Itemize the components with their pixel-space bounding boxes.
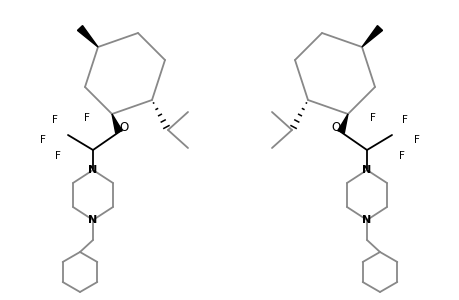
Text: F: F (401, 115, 407, 125)
Text: N: N (362, 215, 371, 225)
Polygon shape (112, 114, 122, 133)
Text: F: F (52, 115, 58, 125)
Text: F: F (55, 151, 61, 161)
Text: O: O (119, 121, 129, 134)
Text: F: F (40, 135, 46, 145)
Text: N: N (88, 165, 97, 175)
Text: F: F (413, 135, 419, 145)
Text: F: F (398, 151, 404, 161)
Polygon shape (77, 26, 98, 47)
Text: N: N (362, 165, 371, 175)
Text: N: N (88, 215, 97, 225)
Text: F: F (369, 113, 375, 123)
Polygon shape (337, 114, 347, 133)
Text: O: O (330, 121, 340, 134)
Text: F: F (84, 113, 90, 123)
Polygon shape (361, 26, 382, 47)
